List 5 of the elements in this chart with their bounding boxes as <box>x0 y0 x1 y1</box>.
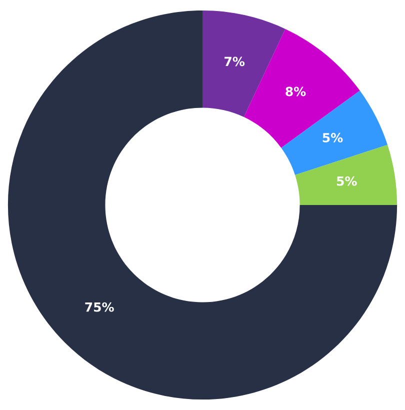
data-label: 75% <box>85 302 114 312</box>
data-label: 5% <box>322 132 343 142</box>
data-label: 5% <box>336 176 357 186</box>
data-label: 7% <box>224 56 245 66</box>
data-label: 8% <box>286 86 306 96</box>
